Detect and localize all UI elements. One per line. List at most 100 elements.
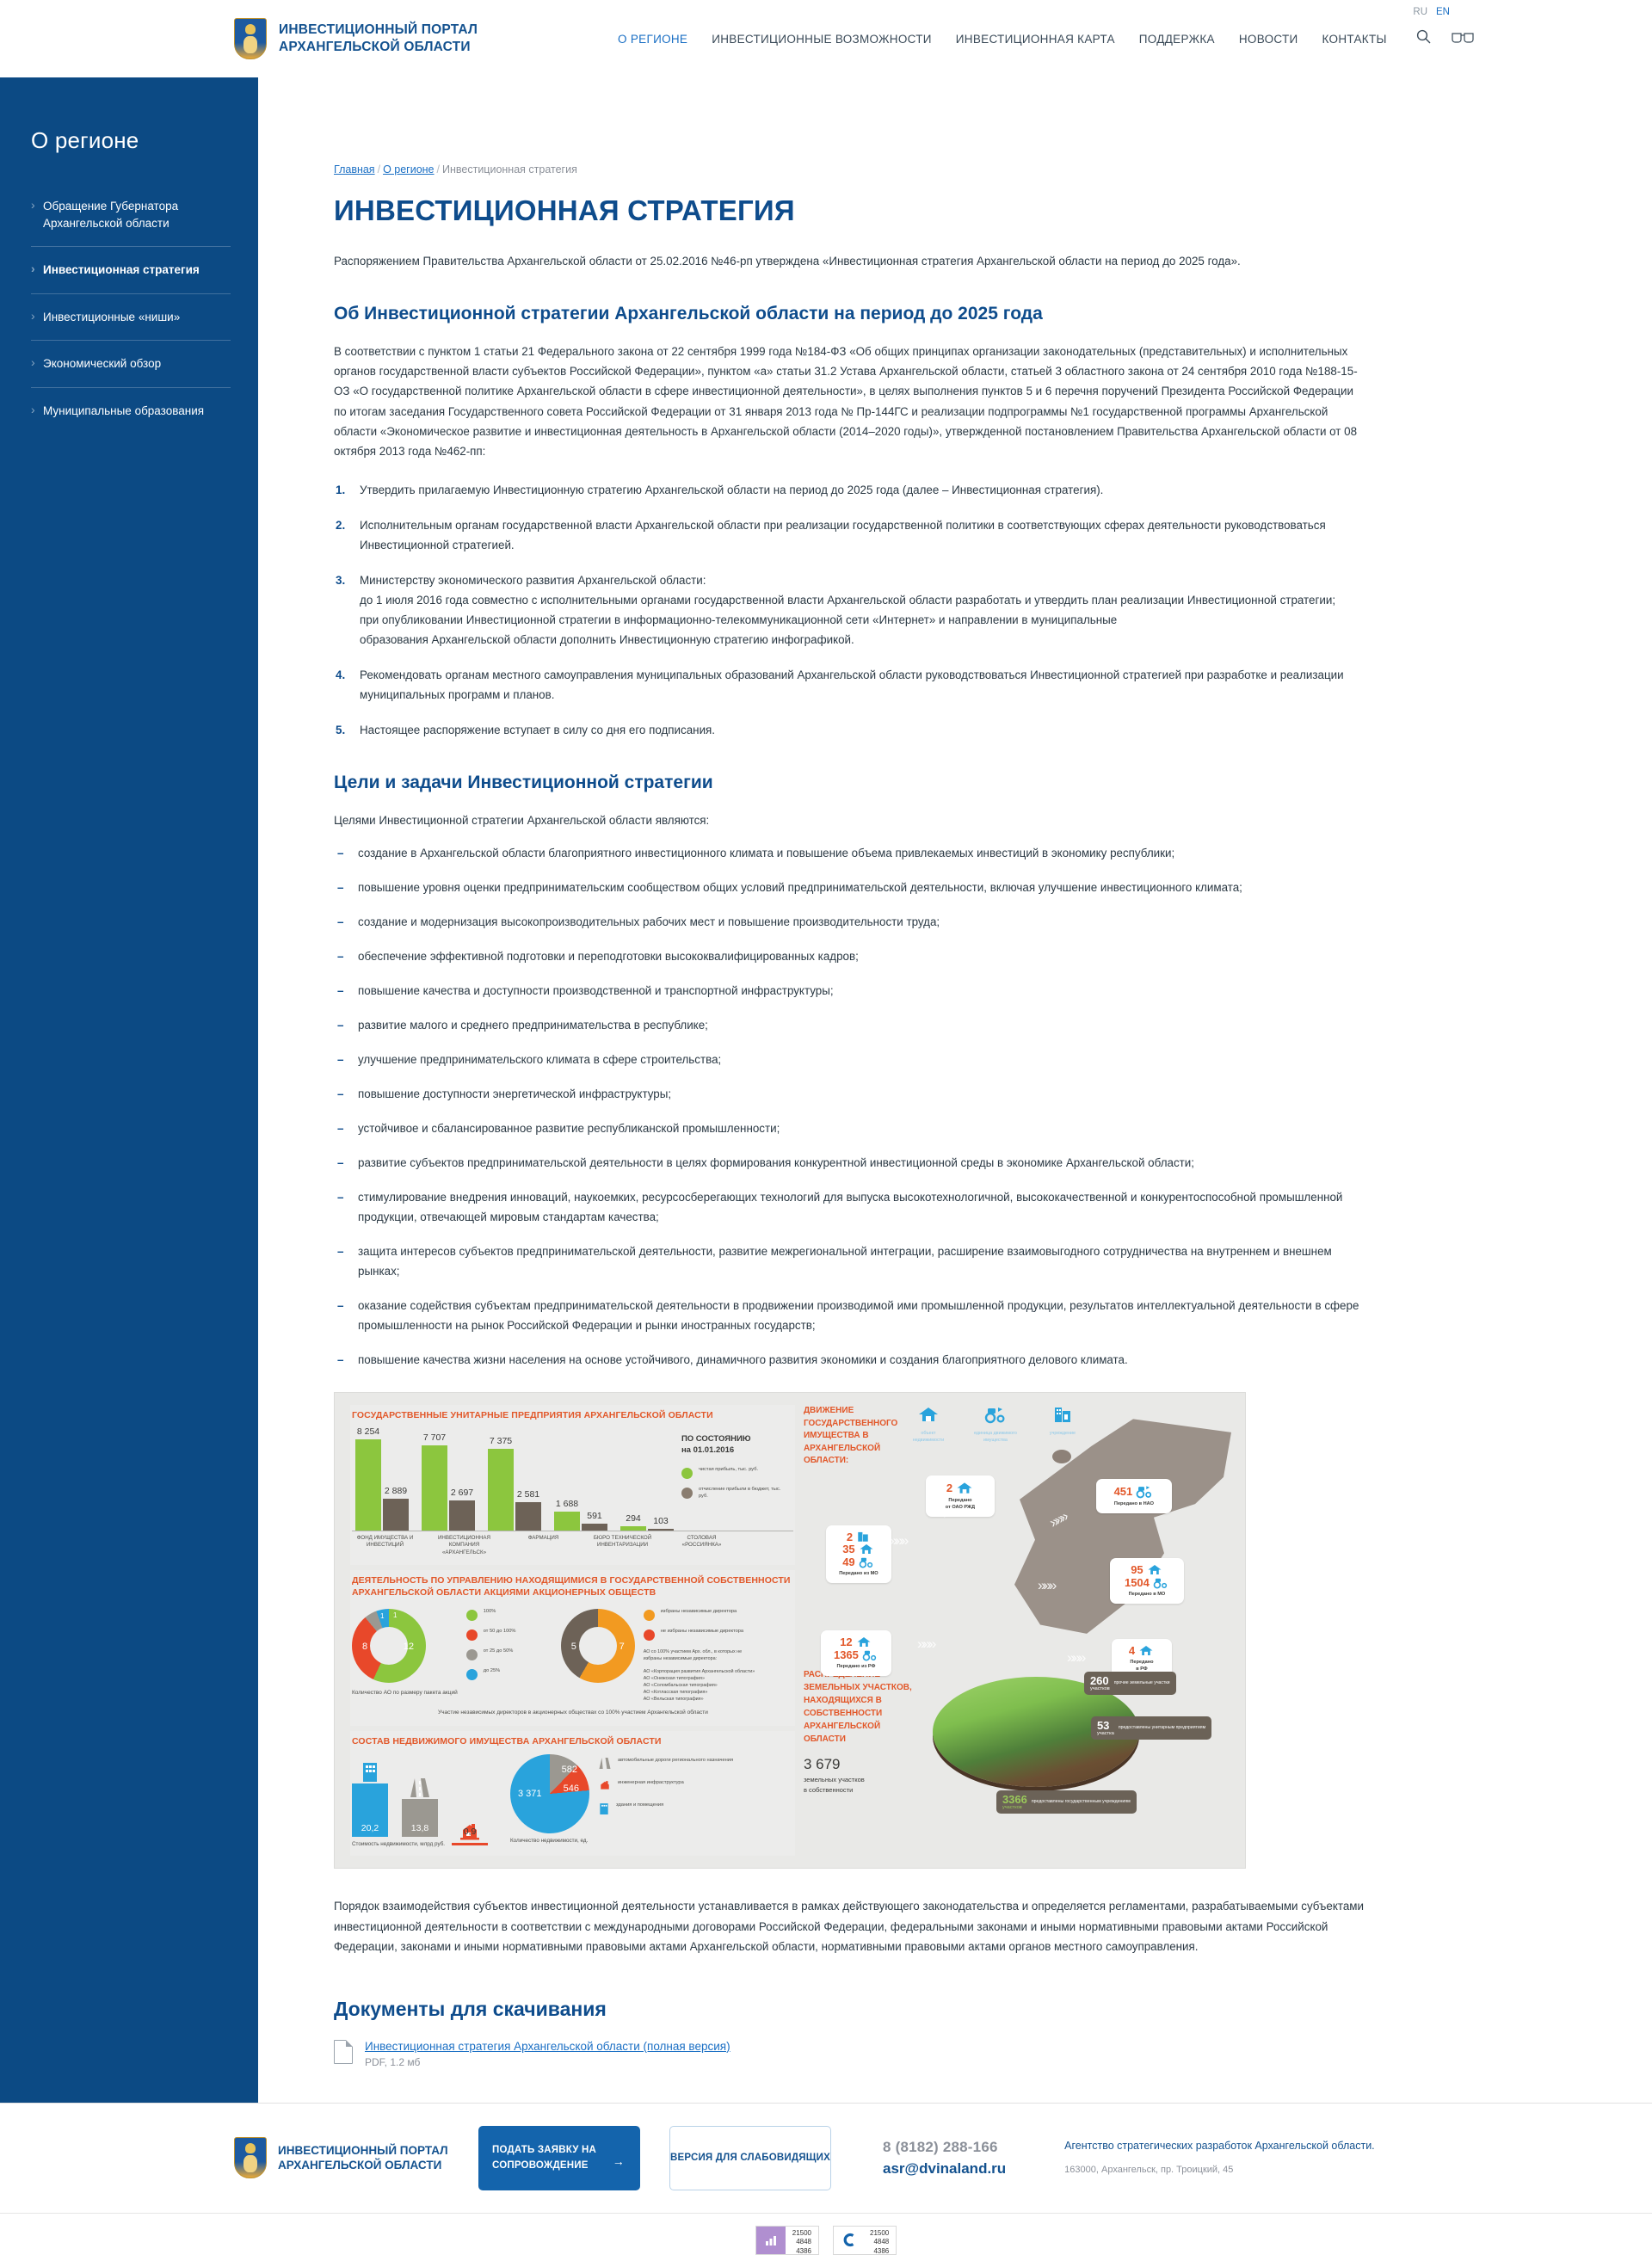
sidebar-item-investment-strategy[interactable]: Инвестиционная стратегия [31,247,231,294]
site-header: ИНВЕСТИЦИОННЫЙ ПОРТАЛ АРХАНГЕЛЬСКОЙ ОБЛА… [0,0,1652,77]
section-title-goals: Цели и задачи Инвестиционной стратегии [334,773,713,793]
donut-caption-shares: Количество АО по размеру пакета акций [352,1690,458,1697]
list-item: устойчивое и сбалансированное развитие р… [334,1118,1368,1138]
infographic-right-column: ДВИЖЕНИЕ ГОСУДАРСТВЕННОГО ИМУЩЕСТВА В АР… [804,1405,1231,1856]
bar-value: 8 254 [356,1426,380,1437]
bar-value: 7 707 [422,1432,447,1443]
house-icon [1139,1646,1153,1656]
footer-email[interactable]: asr@dvinaland.ru [883,2159,1007,2177]
document-item[interactable]: Инвестиционная стратегия Архангельской о… [334,2039,1368,2068]
list-item: повышение доступности энергетической инф… [334,1084,1368,1104]
donut-value-25-50: 1 [380,1612,385,1621]
bar-value: 103 [653,1515,669,1526]
list-item: обеспечение эффективной подготовки и пер… [334,946,1368,966]
badge-text: предоставлены государственным учреждения… [1031,1799,1131,1805]
legend-label: отчисление прибыли в бюджет, тыс. руб. [698,1486,781,1499]
list-item: 1. Утвердить прилагаемую Инвестиционную с… [334,480,1368,500]
breadcrumb: Главная / О регионе / Инвестиционная стратег… [334,163,1368,176]
legend-label: не избраны независимые директора [660,1629,744,1635]
list-number: 4. [336,668,346,681]
donut-block-directors: 7 5 [560,1609,635,1684]
breadcrumb-sep-2: / [436,163,440,176]
coat-of-arms-icon [234,18,267,59]
sidebar-item-municipalities[interactable]: Муниципальные образования [31,388,231,434]
document-text-block: Инвестиционная стратегия Архангельской о… [365,2040,730,2068]
tractor-icon [984,1408,1005,1424]
chart-realestate-title: СОСТАВ НЕДВИЖИМОГО ИМУЩЕСТВА АРХАНГЕЛЬСК… [352,1735,662,1746]
submit-application-button[interactable]: ПОДАТЬ ЗАЯВКУ НА СОПРОВОЖДЕНИЕ → [478,2125,640,2190]
badge-from-rf: 12 1365 Передано из РФ [820,1630,891,1677]
x-tick-label: СТОЛОВАЯ «РОССИЯНКА» [681,1534,722,1549]
legend-entry: до 25% [465,1668,552,1681]
badge-text: предоставлены унитарным предприятиям [1118,1725,1206,1731]
lang-en[interactable]: EN [1436,7,1450,17]
badge-number: 260 [1089,1674,1109,1688]
badge-caption: Передано из РФ [836,1664,876,1670]
bar-profit: 1 688 [554,1499,580,1531]
lang-ru[interactable]: RU [1413,7,1428,17]
bar-value: 20,2 [361,1823,379,1834]
donut-value-50-100: 8 [362,1642,368,1653]
pie-value-roads: 582 [561,1765,577,1776]
x-tick-label: БЮРО ТЕХНИЧЕСКОЙ ИНВЕНТАРИЗАЦИИ [593,1534,652,1549]
nav-item-contacts[interactable]: КОНТАКТЫ [1322,32,1387,46]
building-icon [858,1532,868,1543]
pie-chart-realestate: 3 371 582 546 [510,1754,589,1834]
badge-row: 35 [833,1543,885,1555]
chart-gup-asof: ПО СОСТОЯНИЮ на 01.01.2016 [681,1434,783,1457]
document-link[interactable]: Инвестиционная стратегия Архангельской о… [365,2039,730,2053]
list-item: 2. Исполнительным органам государственной… [334,515,1368,555]
badge-to-nao: 451 Передано в НАО [1095,1479,1172,1514]
badge-text: прочие земельные участки [1113,1680,1170,1686]
list-item: развитие субъектов предпринимательской д… [334,1153,1368,1173]
prop-engineering: 0,9 [452,1819,488,1846]
breadcrumb-home[interactable]: Главная [334,163,375,176]
submit-application-label: ПОДАТЬ ЗАЯВКУ НА СОПРОВОЖДЕНИЕ [492,2144,597,2172]
chart-ao-donuts: ДЕЯТЕЛЬНОСТЬ ПО УПРАВЛЕНИЮ НАХОДЯЩИМИСЯ … [350,1570,795,1726]
ordered-decree-list: 1. Утвердить прилагаемую Инвестиционную с… [334,480,1368,740]
list-text: Настоящее распоряжение вступает в силу с… [360,724,716,737]
footer-phone[interactable]: 8 (8182) 288-166 [883,2138,998,2155]
road-icon [598,1758,612,1772]
bar-value: 2 697 [450,1487,474,1498]
list-number: 3. [336,573,346,587]
nav-item-investment-map[interactable]: ИНВЕСТИЦИОННАЯ КАРТА [955,32,1115,46]
nav-item-o-regione[interactable]: О РЕГИОНЕ [618,32,688,46]
bar-profit: 294 [620,1513,646,1531]
bar-group: 7 707 2 697 [422,1432,475,1531]
list-subtext: при опубликовании Инвестиционной стратег… [360,613,1118,626]
breadcrumb-parent[interactable]: О регионе [383,163,435,176]
site-logo[interactable]: ИНВЕСТИЦИОННЫЙ ПОРТАЛ АРХАНГЕЛЬСКОЙ ОБЛА… [234,18,604,59]
x-tick-label: ФОНД ИМУЩЕСТВА И ИНВЕСТИЦИЙ [356,1534,414,1549]
nav-item-support[interactable]: ПОДДЕРЖКА [1138,32,1215,46]
donut-caption-directors: Участие независимых директоров в акционе… [438,1709,708,1716]
bar-group: 294 103 [620,1513,674,1531]
page-body: О регионе Обращение Губернатора Архангел… [0,77,1652,2103]
list-item: развитие малого и среднего предпринимате… [334,1015,1368,1035]
badge-unit: участков [1089,1686,1110,1692]
infrastructure-icon [598,1780,612,1795]
legend-label: от 25 до 50% [483,1648,514,1654]
realestate-row: 20,2 13,8 [352,1754,793,1847]
main-navigation: О РЕГИОНЕ ИНВЕСТИЦИОННЫЕ ВОЗМОЖНОСТИ ИНВ… [618,33,1387,46]
section-lead-goals: Целями Инвестиционной стратегии Архангел… [334,814,710,828]
legend-swatch-green [465,1610,478,1622]
section-body-about: В соответствии с пунктом 1 статьи 21 Фед… [334,345,1358,458]
breadcrumb-sep-1: / [377,163,381,176]
land-title: РАСПРЕДЕЛЕНИЕ ЗЕМЕЛЬНЫХ УЧАСТКОВ, НАХОДЯ… [803,1670,912,1745]
arrow-chevrons: »»» [1066,1649,1086,1666]
nav-item-investment-opportunities[interactable]: ИНВЕСТИЦИОННЫЕ ВОЗМОЖНОСТИ [712,32,932,46]
chart-gup-legend: ПО СОСТОЯНИЮ на 01.01.2016 чистая прибыл… [681,1434,783,1508]
accessibility-version-button[interactable]: ВЕРСИЯ ДЛЯ СЛАБОВИДЯЩИХ [669,2125,831,2190]
nav-item-news[interactable]: НОВОСТИ [1238,32,1298,46]
list-text: Министерству экономического развития Арх… [360,573,706,587]
sidebar-item-economic-review[interactable]: Экономический обзор [31,341,231,388]
bar-budget: 2 581 [515,1489,541,1531]
badge-unit: участков [1002,1805,1022,1811]
footer-contacts: 8 (8182) 288-166 asr@dvinaland.ru [883,2139,1006,2178]
sidebar-item-governor-address[interactable]: Обращение Губернатора Архангельской обла… [31,183,231,248]
sidebar-item-investment-niches[interactable]: Инвестиционные «ниши» [31,294,231,342]
footer-logo[interactable]: ИНВЕСТИЦИОННЫЙ ПОРТАЛ АРХАНГЕЛЬСКОЙ ОБЛА… [234,2137,449,2179]
search-icon[interactable] [1416,29,1431,48]
glasses-accessibility-icon[interactable] [1452,31,1474,47]
